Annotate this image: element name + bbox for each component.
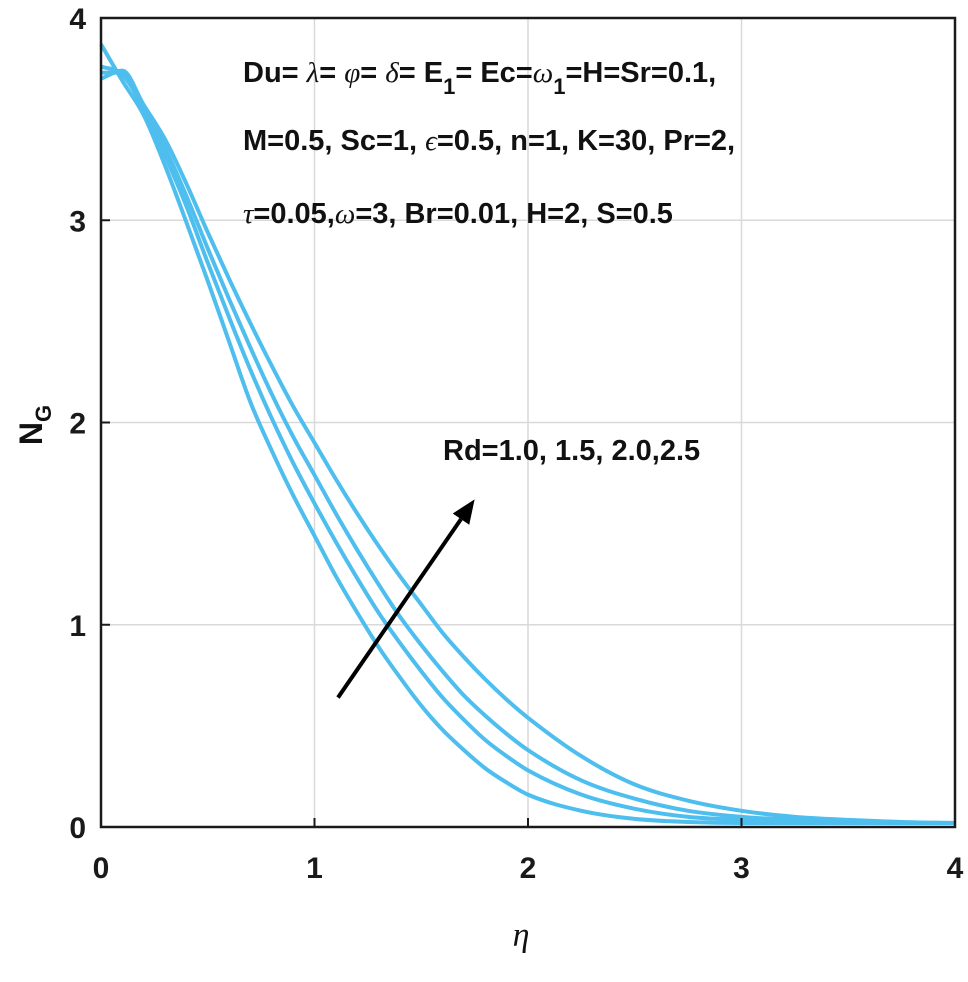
series-line-rd-1-5 [100,64,955,825]
x-tick-label: 3 [733,852,750,885]
series-line-rd-2-5 [100,68,956,825]
data-series [99,43,956,825]
y-tick-label: 4 [69,3,86,36]
x-axis-tick-labels: 0 1 2 3 4 [93,852,964,885]
y-axis-title-subscript: G [31,405,56,422]
x-tick-label: 1 [306,852,323,885]
x-tick-label: 0 [93,852,110,885]
x-tick-label: 4 [947,852,964,885]
parameter-annotation-line-3: τ=0.05,ω=3, Br=0.01, H=2, S=0.5 [243,198,673,230]
series-line-rd-2-0 [100,70,955,825]
parameter-annotation-line-1: Du= λ= φ= δ= E1= Ec=ω1=H=Sr=0.1, [243,57,716,99]
arrow-increasing-rd-icon [336,499,475,699]
parameter-annotation-line-2: M=0.5, Sc=1, ϵ=0.5, n=1, K=30, Pr=2, [243,125,735,157]
y-tick-label: 3 [69,205,86,238]
arrow-shaft [336,517,463,699]
rd-annotation: Rd=1.0, 1.5, 2.0,2.5 [443,435,700,467]
axis-ticks [100,17,956,828]
y-tick-label: 1 [69,610,86,643]
grid-lines [101,18,955,827]
arrow-head [452,499,475,525]
y-axis-tick-labels: 0 1 2 3 4 [69,3,86,845]
x-tick-label: 2 [520,852,537,885]
y-tick-label: 0 [69,812,86,845]
series-line-rd-1-0 [99,43,955,825]
y-tick-label: 2 [69,408,86,441]
x-axis-title: η [513,917,530,954]
